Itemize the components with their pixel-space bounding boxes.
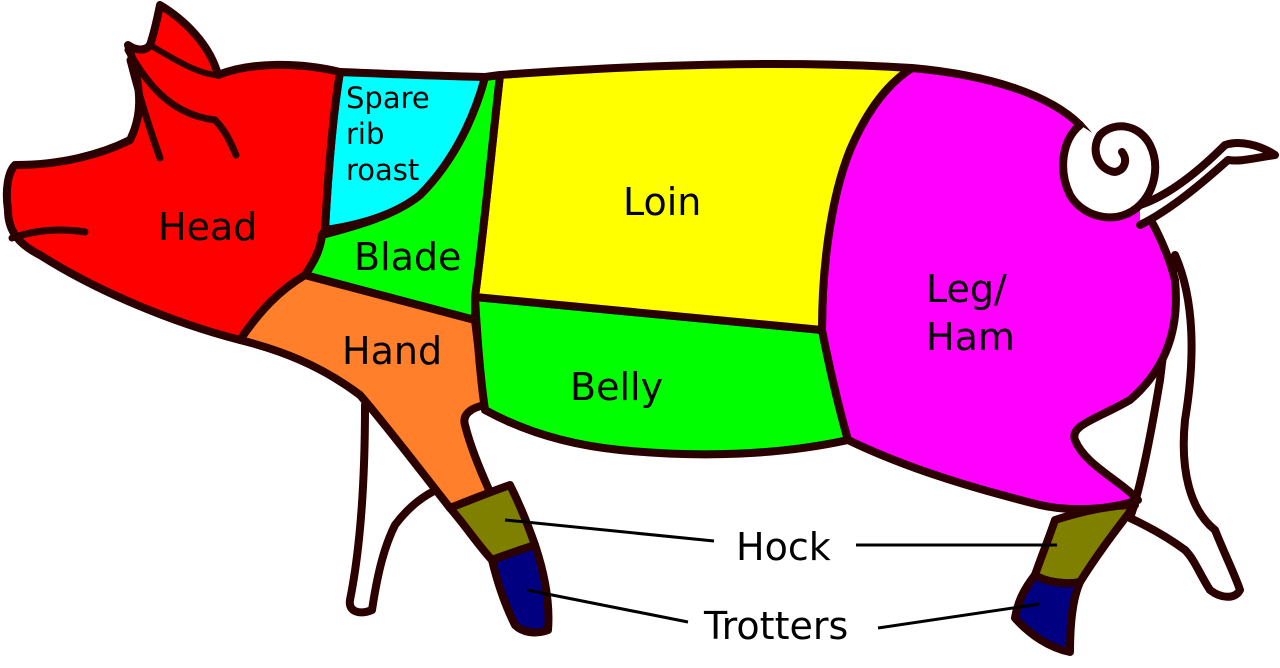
ear-fold (126, 56, 164, 162)
hock-leader-left (504, 518, 715, 543)
ear-outline (124, 46, 240, 159)
trotter-hind-region (1011, 571, 1084, 656)
leg-ham-label: Leg/ Ham (926, 267, 1019, 359)
trotters-label: Trotters (703, 604, 848, 648)
spare-rib-roast-label: Spare rib roast (346, 81, 439, 187)
tail (1059, 121, 1279, 229)
trotter-front-region (488, 541, 553, 637)
spare-rib-roast-line-2: rib (346, 117, 384, 151)
belly-label: Belly (570, 365, 663, 409)
ear-tip (147, 42, 221, 78)
head-region (2, 1, 344, 344)
leg-ham-line-2: Ham (926, 315, 1015, 359)
hock-label: Hock (736, 525, 831, 569)
spare-rib-roast-line-3: roast (346, 153, 419, 187)
loin-label: Loin (623, 180, 701, 224)
spare-rib-roast-line-1: Spare (346, 81, 430, 115)
trotters-leader-left (526, 588, 689, 624)
head-label: Head (158, 205, 257, 249)
leg-ham-line-1: Leg/ (926, 267, 1007, 311)
blade-label: Blade (354, 235, 461, 279)
hand-label: Hand (342, 329, 442, 373)
mouth-line (8, 226, 89, 242)
trotters-leader-right (877, 602, 1041, 630)
